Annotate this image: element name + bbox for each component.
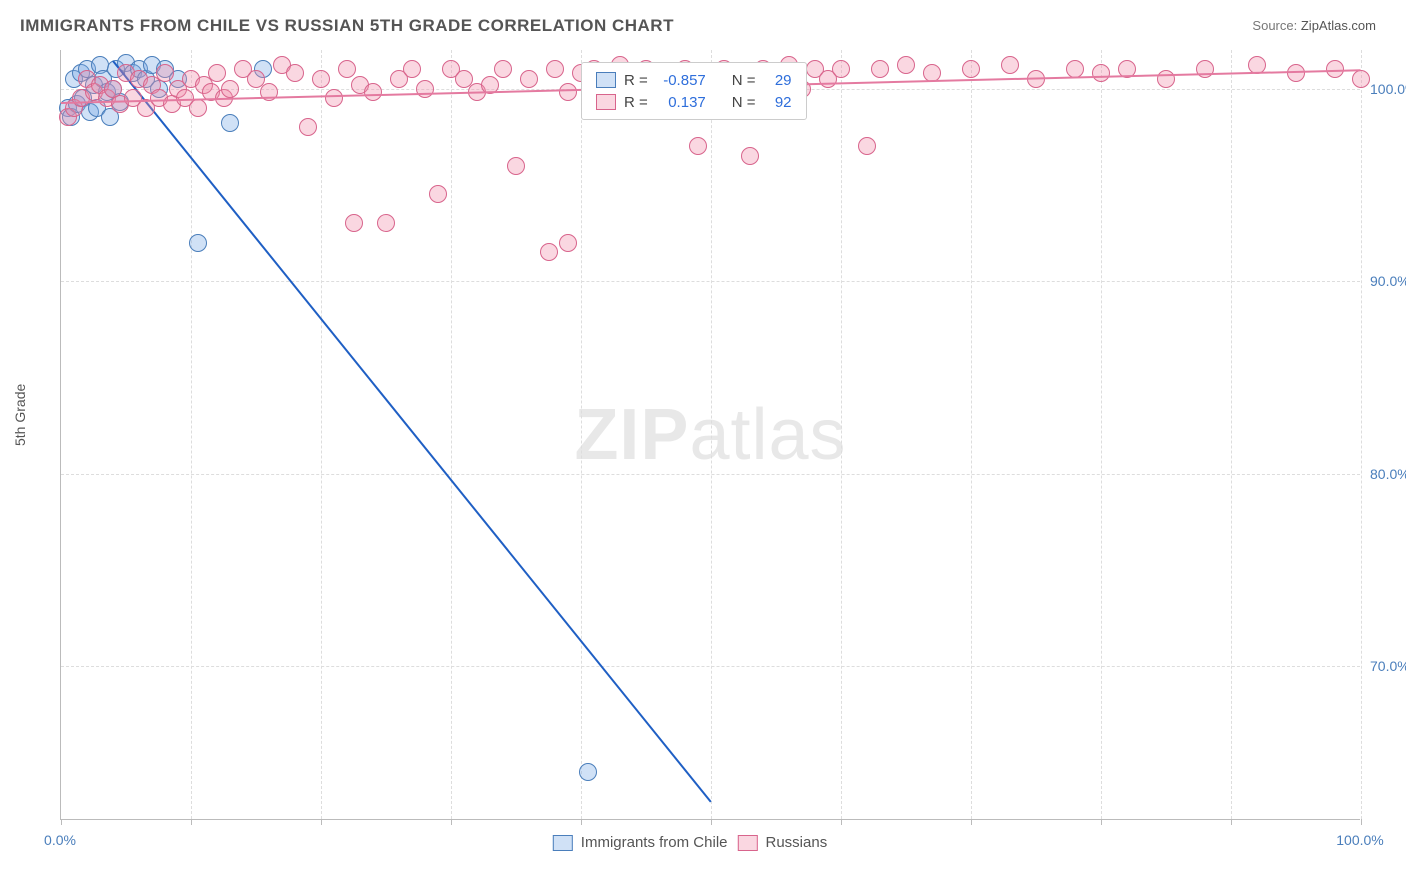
- watermark-light: atlas: [689, 395, 846, 475]
- point-russians: [689, 137, 707, 155]
- gridline-v: [711, 50, 712, 819]
- legend-label-chile: Immigrants from Chile: [581, 834, 728, 851]
- y-tick-label: 100.0%: [1370, 81, 1406, 97]
- legend-label-russians: Russians: [766, 834, 828, 851]
- legend-r-label: R =: [624, 72, 648, 89]
- point-russians: [189, 99, 207, 117]
- legend-n-value: 29: [764, 72, 792, 89]
- point-russians: [540, 243, 558, 261]
- x-tick: [61, 819, 62, 825]
- chart-container: IMMIGRANTS FROM CHILE VS RUSSIAN 5TH GRA…: [0, 0, 1406, 892]
- point-russians: [345, 214, 363, 232]
- point-russians: [897, 56, 915, 74]
- legend-r-value: 0.137: [656, 94, 706, 111]
- point-russians: [403, 60, 421, 78]
- point-russians: [858, 137, 876, 155]
- point-russians: [221, 80, 239, 98]
- y-tick-label: 80.0%: [1370, 466, 1406, 482]
- point-russians: [741, 147, 759, 165]
- point-chile: [221, 114, 239, 132]
- legend-row-russians: R = 0.137 N = 92: [596, 91, 792, 113]
- legend-swatch-chile: [553, 835, 573, 851]
- gridline-v: [1231, 50, 1232, 819]
- gridline-v: [1101, 50, 1102, 819]
- legend-swatch-russians: [738, 835, 758, 851]
- gridline-v: [451, 50, 452, 819]
- legend-swatch: [596, 94, 616, 110]
- x-tick-label: 0.0%: [44, 832, 76, 848]
- x-tick: [1231, 819, 1232, 825]
- y-axis-label: 5th Grade: [12, 384, 28, 446]
- x-tick: [1361, 819, 1362, 825]
- point-russians: [559, 83, 577, 101]
- point-russians: [286, 64, 304, 82]
- legend-item-russians: Russians: [738, 834, 828, 851]
- point-russians: [494, 60, 512, 78]
- point-russians: [871, 60, 889, 78]
- point-russians: [1352, 70, 1370, 88]
- x-tick: [841, 819, 842, 825]
- point-chile: [189, 234, 207, 252]
- gridline-v: [321, 50, 322, 819]
- y-tick-label: 70.0%: [1370, 658, 1406, 674]
- x-tick: [191, 819, 192, 825]
- point-russians: [1157, 70, 1175, 88]
- gridline-v: [581, 50, 582, 819]
- chart-title: IMMIGRANTS FROM CHILE VS RUSSIAN 5TH GRA…: [20, 16, 674, 36]
- point-russians: [507, 157, 525, 175]
- source-attribution: Source: ZipAtlas.com: [1252, 18, 1376, 33]
- gridline-v: [191, 50, 192, 819]
- gridline-v: [841, 50, 842, 819]
- correlation-legend: R = -0.857 N = 29 R = 0.137 N = 92: [581, 62, 807, 120]
- source-name: ZipAtlas.com: [1301, 18, 1376, 33]
- point-russians: [1287, 64, 1305, 82]
- watermark-bold: ZIP: [574, 395, 689, 475]
- x-tick: [1101, 819, 1102, 825]
- gridline-v: [1361, 50, 1362, 819]
- point-russians: [312, 70, 330, 88]
- x-tick: [971, 819, 972, 825]
- legend-swatch: [596, 72, 616, 88]
- point-russians: [377, 214, 395, 232]
- point-russians: [1196, 60, 1214, 78]
- y-tick-label: 90.0%: [1370, 273, 1406, 289]
- x-tick-label: 100.0%: [1336, 832, 1383, 848]
- point-russians: [208, 64, 226, 82]
- x-tick: [581, 819, 582, 825]
- gridline-v: [971, 50, 972, 819]
- point-russians: [559, 234, 577, 252]
- point-russians: [1001, 56, 1019, 74]
- x-tick: [321, 819, 322, 825]
- point-russians: [962, 60, 980, 78]
- plot-area: ZIPatlas 70.0%80.0%90.0%100.0%R =-0.857N…: [60, 50, 1360, 820]
- legend-row-chile: R = -0.857 N = 29: [596, 69, 792, 91]
- legend-item-chile: Immigrants from Chile: [553, 834, 728, 851]
- point-russians: [299, 118, 317, 136]
- point-russians: [156, 64, 174, 82]
- legend-n-label: N =: [732, 94, 756, 111]
- point-russians: [520, 70, 538, 88]
- point-russians: [429, 185, 447, 203]
- x-tick: [711, 819, 712, 825]
- trendline-chile: [112, 60, 712, 802]
- point-russians: [1092, 64, 1110, 82]
- point-russians: [546, 60, 564, 78]
- legend-n-label: N =: [732, 72, 756, 89]
- x-tick: [451, 819, 452, 825]
- bottom-legend: Immigrants from Chile Russians: [553, 834, 827, 851]
- point-russians: [338, 60, 356, 78]
- legend-n-value: 92: [764, 94, 792, 111]
- source-label: Source:: [1252, 18, 1297, 33]
- point-chile: [579, 763, 597, 781]
- point-russians: [325, 89, 343, 107]
- point-russians: [364, 83, 382, 101]
- legend-r-label: R =: [624, 94, 648, 111]
- legend-r-value: -0.857: [656, 72, 706, 89]
- point-russians: [832, 60, 850, 78]
